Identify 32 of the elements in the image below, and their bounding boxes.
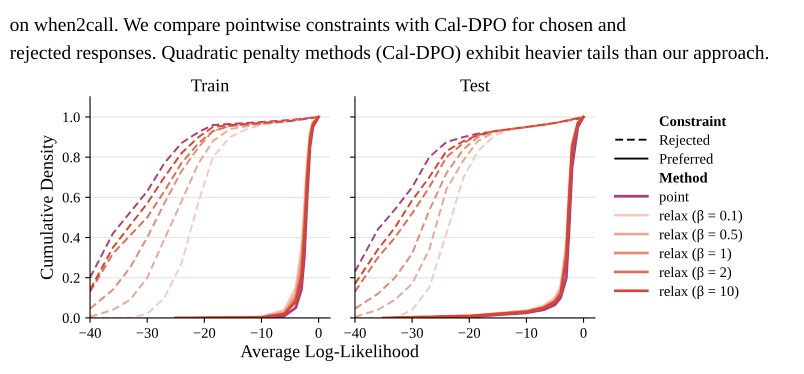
legend-label: point [659,192,689,204]
x-tick-label: −40 [79,328,101,338]
y-tick-label: 0.2 [62,273,80,283]
y-axis-title: Cumulative Density [40,134,57,280]
x-tick-label: −30 [401,328,423,338]
y-tick-label: 0.8 [62,152,80,162]
y-tick-label: 0.4 [62,232,80,243]
text: on when2call. We compare pointwise constraints with Cal-DPO for chosen and [10,17,626,36]
legend-label: relax (β = 0.5) [659,228,742,242]
legend-label: relax (β = 2) [659,266,732,280]
text: rejected responses. Quadratic penalty methods (Cal-DPO) exhibit heavier tails than our approach. [10,45,768,64]
legend-label: relax (β = 10) [659,286,738,300]
legend-label: relax (β = 0.1) [659,210,742,224]
chart-title: Train [191,79,230,92]
text: Rejected [659,134,710,148]
text: Preferred [659,153,714,164]
x-tick-label: −40 [344,328,366,338]
x-tick-label: −20 [458,328,480,338]
y-tick-label: 0.0 [62,313,80,324]
x-tick-label: −10 [250,328,272,338]
x-tick-label: 0 [580,328,587,338]
legend-label: relax (β = 1) [659,248,732,262]
x-tick-label: −30 [136,328,158,338]
y-tick-label: 0.6 [62,192,80,203]
text: Constraint [660,116,726,126]
x-tick-label: −20 [194,328,216,338]
x-axis-title: Average Log-Likelihood [240,344,419,362]
chart-title: Test [460,79,490,92]
x-tick-label: −10 [516,328,538,338]
text: Method [659,172,708,183]
x-tick-label: 0 [316,328,322,338]
y-tick-label: 1.0 [63,112,80,122]
